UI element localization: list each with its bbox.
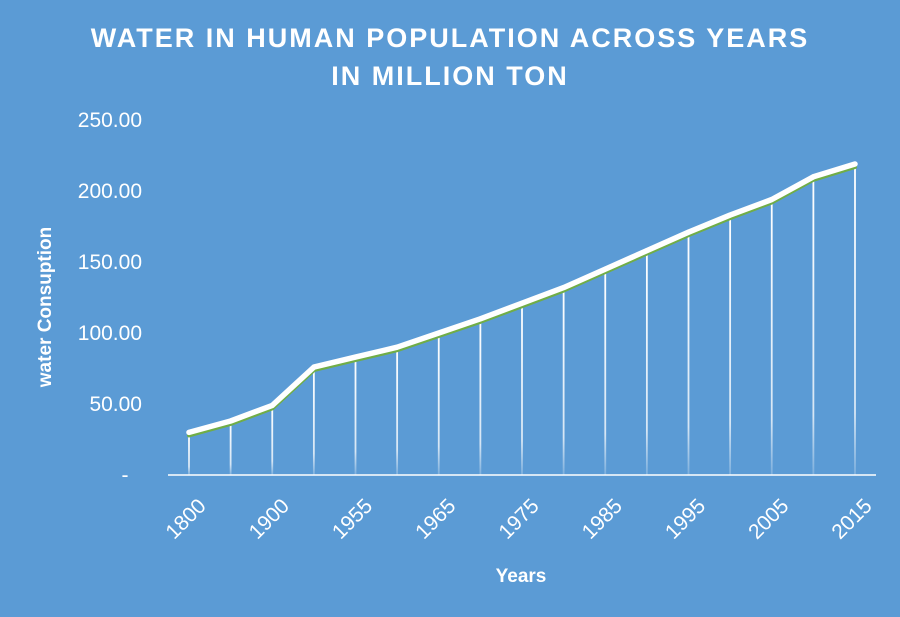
x-tick-label: 1995	[661, 494, 710, 543]
data-point	[810, 174, 816, 180]
drop-line	[271, 405, 274, 475]
data-point	[186, 429, 192, 435]
chart-title-line-1: WATER IN HUMAN POPULATION ACROSS YEARS	[91, 23, 810, 53]
drop-line	[729, 215, 732, 475]
y-tick-label: 150.00	[78, 251, 142, 274]
data-point	[269, 402, 275, 408]
x-tick-label: 1985	[578, 494, 627, 543]
y-tick-label: 200.00	[78, 180, 142, 203]
drop-line	[854, 164, 856, 475]
drop-line	[521, 303, 523, 475]
drop-line	[188, 432, 190, 475]
x-tick-label: 1965	[411, 494, 460, 543]
drop-lines	[188, 164, 856, 476]
data-point	[727, 212, 733, 218]
data-point	[769, 197, 775, 203]
data-point	[477, 316, 483, 322]
chart-title: WATER IN HUMAN POPULATION ACROSS YEARS I…	[91, 23, 810, 91]
data-point	[228, 418, 234, 424]
drop-line	[479, 318, 482, 475]
data-point	[561, 285, 567, 291]
chart-title-line-2: IN MILLION TON	[331, 61, 569, 91]
drop-line	[396, 347, 399, 475]
y-tick-label: 250.00	[78, 109, 142, 132]
x-tick-label: 2005	[744, 494, 793, 543]
y-axis-tick-labels: - 50.00 100.00 150.00 200.00 250.00	[78, 109, 142, 487]
x-tick-label: 1975	[494, 494, 543, 543]
drop-line	[562, 287, 565, 475]
x-tick-label: 1955	[328, 494, 377, 543]
drop-line	[645, 250, 648, 475]
x-tick-label: 1800	[161, 494, 210, 543]
data-point	[436, 330, 442, 336]
drop-line	[770, 199, 773, 475]
y-tick-label: 100.00	[78, 322, 142, 345]
data-point	[353, 354, 358, 360]
y-axis-title: water Consuption	[35, 227, 56, 388]
drop-line	[354, 357, 357, 475]
data-point	[602, 266, 608, 272]
drop-line	[812, 176, 815, 476]
data-point	[686, 229, 691, 235]
x-tick-label: 2015	[827, 494, 876, 543]
drop-line	[312, 367, 315, 475]
data-point	[394, 344, 400, 350]
drop-line	[229, 421, 232, 475]
data-point	[644, 248, 650, 254]
data-point	[852, 161, 858, 167]
x-tick-label: 1900	[245, 494, 294, 543]
x-axis-tick-labels: 1800 1900 1955 1965 1975 1985 1995 2005 2015	[161, 494, 876, 543]
data-series	[186, 161, 858, 438]
drop-line	[687, 232, 690, 475]
y-tick-label: -	[122, 464, 129, 487]
y-tick-label: 50.00	[89, 393, 142, 416]
drop-line	[437, 333, 440, 475]
data-point	[311, 364, 317, 370]
data-point	[519, 300, 525, 306]
drop-line	[604, 269, 607, 475]
x-axis-title: Years	[496, 566, 547, 587]
